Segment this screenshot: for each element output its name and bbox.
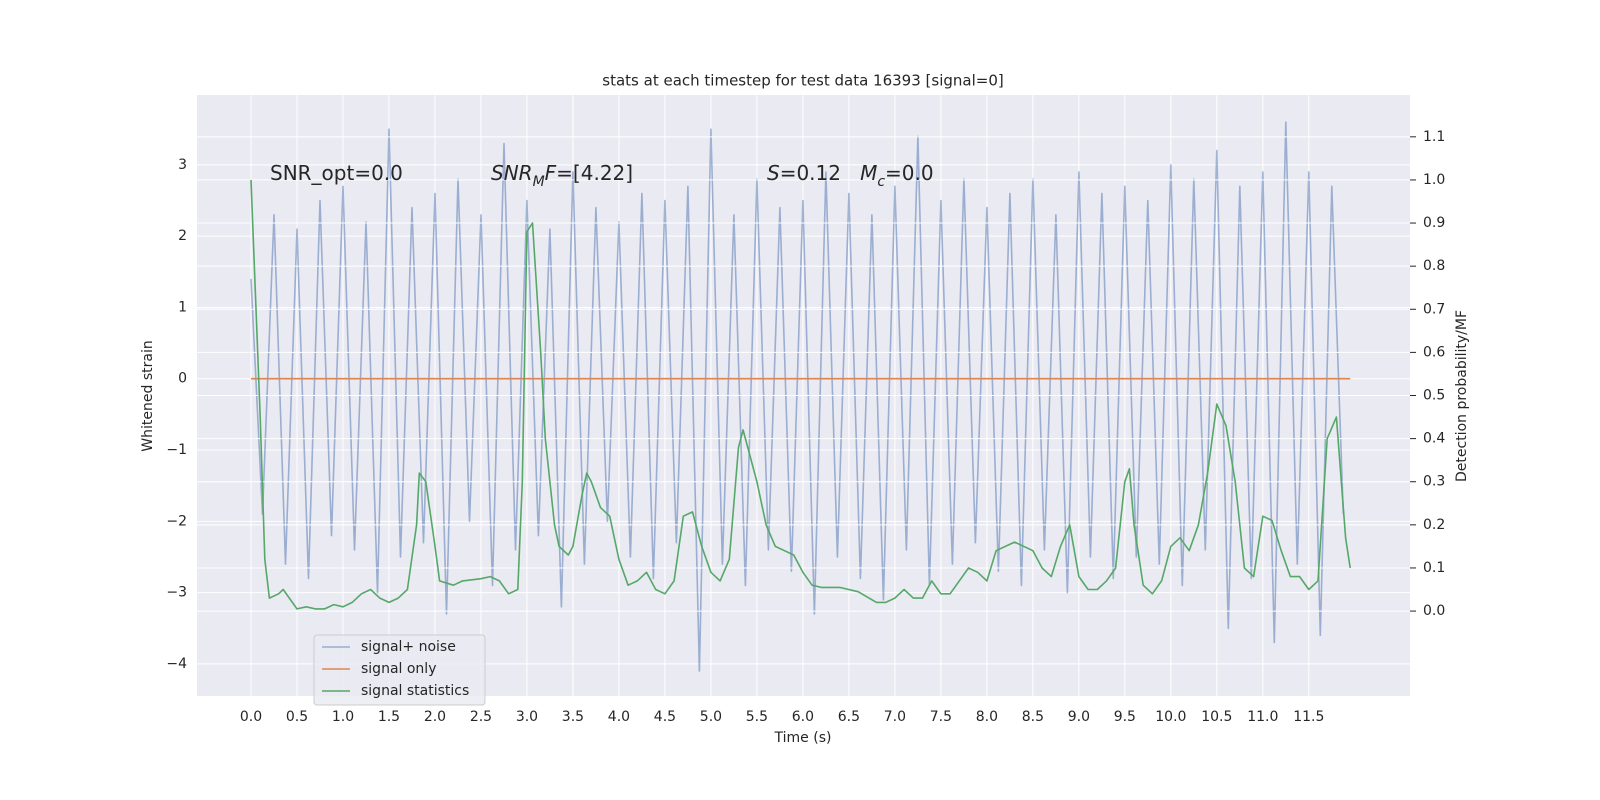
y2-tick-label: 0.0 (1423, 603, 1445, 619)
x-tick-label: 3.0 (516, 709, 538, 725)
y-tick-label: 0 (178, 371, 187, 387)
x-tick-label: 6.0 (792, 709, 814, 725)
x-tick-label: 10.5 (1201, 709, 1232, 725)
annotation-part: S (767, 161, 780, 185)
annotation-part: =0.0 (885, 161, 934, 185)
legend-box (313, 634, 486, 706)
y-tick-label: −4 (166, 656, 187, 672)
annotation: SNRMF=[4.22] (491, 161, 633, 191)
annotation-part: M (860, 161, 877, 185)
annotation-part: SNR (491, 161, 533, 185)
annotation-part: F (545, 161, 557, 185)
annotation-part: c (877, 174, 885, 190)
x-tick-label: 0.5 (286, 709, 308, 725)
x-tick-label: 0.0 (240, 709, 262, 725)
x-tick-label: 4.0 (608, 709, 630, 725)
annotation: S=0.12 Mc=0.0 (767, 161, 934, 191)
y2-tick-label: 0.3 (1423, 474, 1445, 490)
y-tick-label: −1 (166, 442, 187, 458)
annotation-part: =[4.22] (556, 161, 633, 185)
y2-tick-label: 1.1 (1423, 129, 1445, 145)
x-tick-label: 5.0 (700, 709, 722, 725)
x-tick-label: 8.5 (1022, 709, 1044, 725)
y2-tick-label: 0.4 (1423, 431, 1445, 447)
y-tick-label: 2 (178, 228, 187, 244)
y-axis-label: Whitened strain (140, 340, 156, 451)
x-tick-label: 4.5 (654, 709, 676, 725)
y2-tick-label: 0.7 (1423, 301, 1445, 317)
legend-label: signal+ noise (361, 639, 456, 655)
x-tick-label: 6.5 (838, 709, 860, 725)
annotation-part: SNR_opt=0.0 (270, 161, 403, 185)
x-tick-label: 9.0 (1068, 709, 1090, 725)
series-line (250, 179, 1351, 610)
y2-tick-label: 0.8 (1423, 258, 1445, 274)
y-tick-label: −2 (166, 513, 187, 529)
x-axis-label: Time (s) (774, 730, 832, 746)
y2-tick-label: 0.1 (1423, 560, 1445, 576)
x-tick-label: 2.0 (424, 709, 446, 725)
y2-tick-label: 0.5 (1423, 388, 1445, 404)
y2-tick-label: 0.2 (1423, 517, 1445, 533)
x-tick-label: 5.5 (746, 709, 768, 725)
legend-label: signal only (361, 661, 436, 677)
legend-label: signal statistics (361, 683, 469, 699)
x-tick-label: 8.0 (976, 709, 998, 725)
y2-tick-label: 1.0 (1423, 172, 1445, 188)
x-tick-label: 3.5 (562, 709, 584, 725)
x-tick-label: 7.0 (884, 709, 906, 725)
x-tick-label: 10.0 (1155, 709, 1186, 725)
x-tick-label: 7.5 (930, 709, 952, 725)
x-tick-label: 11.0 (1247, 709, 1278, 725)
x-tick-label: 11.5 (1293, 709, 1324, 725)
series-line (250, 121, 1345, 672)
x-tick-label: 1.5 (378, 709, 400, 725)
chart-title: stats at each timestep for test data 163… (602, 72, 1003, 90)
y2-axis-label: Detection probability/MF (1454, 310, 1470, 482)
y-tick-label: 1 (178, 299, 187, 315)
y-tick-label: −3 (166, 585, 187, 601)
x-tick-label: 9.5 (1114, 709, 1136, 725)
x-tick-label: 1.0 (332, 709, 354, 725)
annotation: SNR_opt=0.0 (270, 161, 403, 185)
y2-tick-label: 0.9 (1423, 215, 1445, 231)
annotation-part: M (533, 174, 545, 190)
y-tick-label: 3 (178, 157, 187, 173)
annotation-part: =0.12 (780, 161, 860, 185)
y2-tick-label: 0.6 (1423, 344, 1445, 360)
x-tick-label: 2.5 (470, 709, 492, 725)
